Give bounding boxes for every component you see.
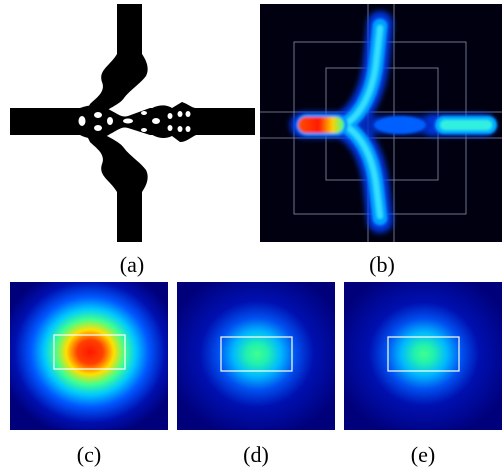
mode-profile-c [10,282,168,430]
waveguide-box [387,336,460,372]
caption-e: (e) [410,442,436,467]
waveguide-box [53,334,126,370]
field-distribution-image [260,4,502,242]
caption-c: (c) [76,442,102,467]
mode-profile-d [177,282,335,430]
panel-a-structure [10,4,255,242]
caption-d: (d) [243,442,269,467]
topology-structure-image [10,4,255,242]
panel-e-mode [344,282,502,430]
panel-b-field [260,4,502,242]
panel-c-mode [10,282,168,430]
waveguide-box [220,336,293,372]
caption-b: (b) [369,252,395,277]
panel-d-mode [177,282,335,430]
caption-a: (a) [119,252,145,277]
mode-profile-e [344,282,502,430]
